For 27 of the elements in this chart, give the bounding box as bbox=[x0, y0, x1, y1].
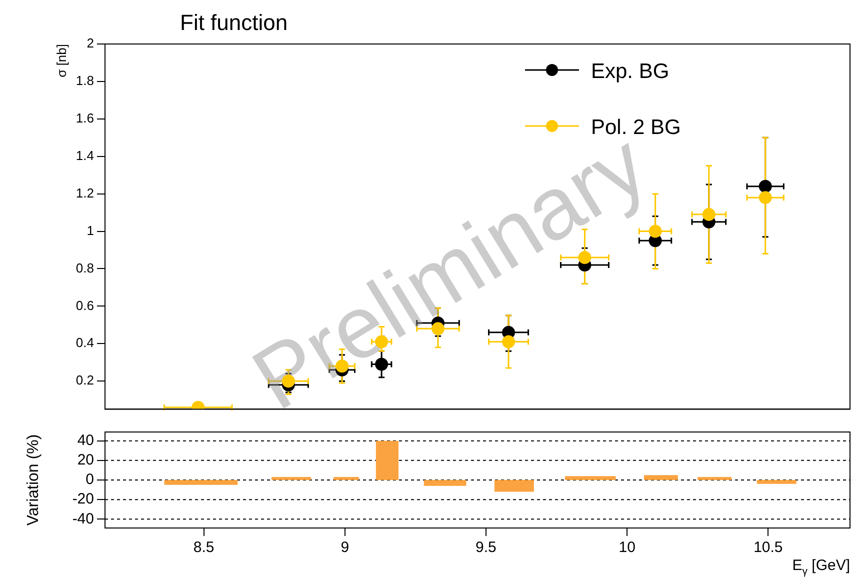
legend-label: Pol. 2 BG bbox=[591, 116, 681, 139]
y-tick-label: 1.4 bbox=[76, 148, 94, 163]
x-tick-label: 10.5 bbox=[754, 539, 783, 556]
y-tick-label: 1.2 bbox=[76, 185, 94, 200]
y-tick-label: 1.6 bbox=[76, 110, 94, 126]
y-tick-label: 2 bbox=[86, 36, 94, 51]
y-tick-label: 0.2 bbox=[76, 372, 94, 388]
x-tick-label: 9.5 bbox=[476, 539, 496, 556]
point bbox=[648, 224, 662, 238]
y-axis-title: σ [nb] bbox=[54, 44, 69, 78]
y-tick-label: 20 bbox=[77, 452, 94, 469]
y-tick-label: -20 bbox=[72, 490, 94, 508]
y-tick-label: 40 bbox=[77, 432, 94, 449]
x-tick-label: 10 bbox=[618, 539, 636, 556]
legend-label: Exp. BG bbox=[591, 60, 670, 83]
chart-title: Fit function bbox=[180, 10, 288, 35]
y-tick-label: 1 bbox=[86, 222, 94, 238]
y-tick-label: -40 bbox=[72, 510, 94, 528]
y-tick-label: 0.6 bbox=[76, 298, 94, 313]
x-tick-label: 8.5 bbox=[193, 539, 214, 556]
point bbox=[702, 208, 716, 221]
y-tick-label: 0.4 bbox=[76, 335, 94, 350]
y-axis-title: Variation (%) bbox=[25, 434, 42, 526]
y-tick-label: 0 bbox=[86, 471, 94, 488]
x-tick-label: 9 bbox=[340, 539, 350, 556]
y-tick-label: 1.8 bbox=[76, 73, 94, 88]
y-tick-label: 0.8 bbox=[76, 260, 94, 276]
